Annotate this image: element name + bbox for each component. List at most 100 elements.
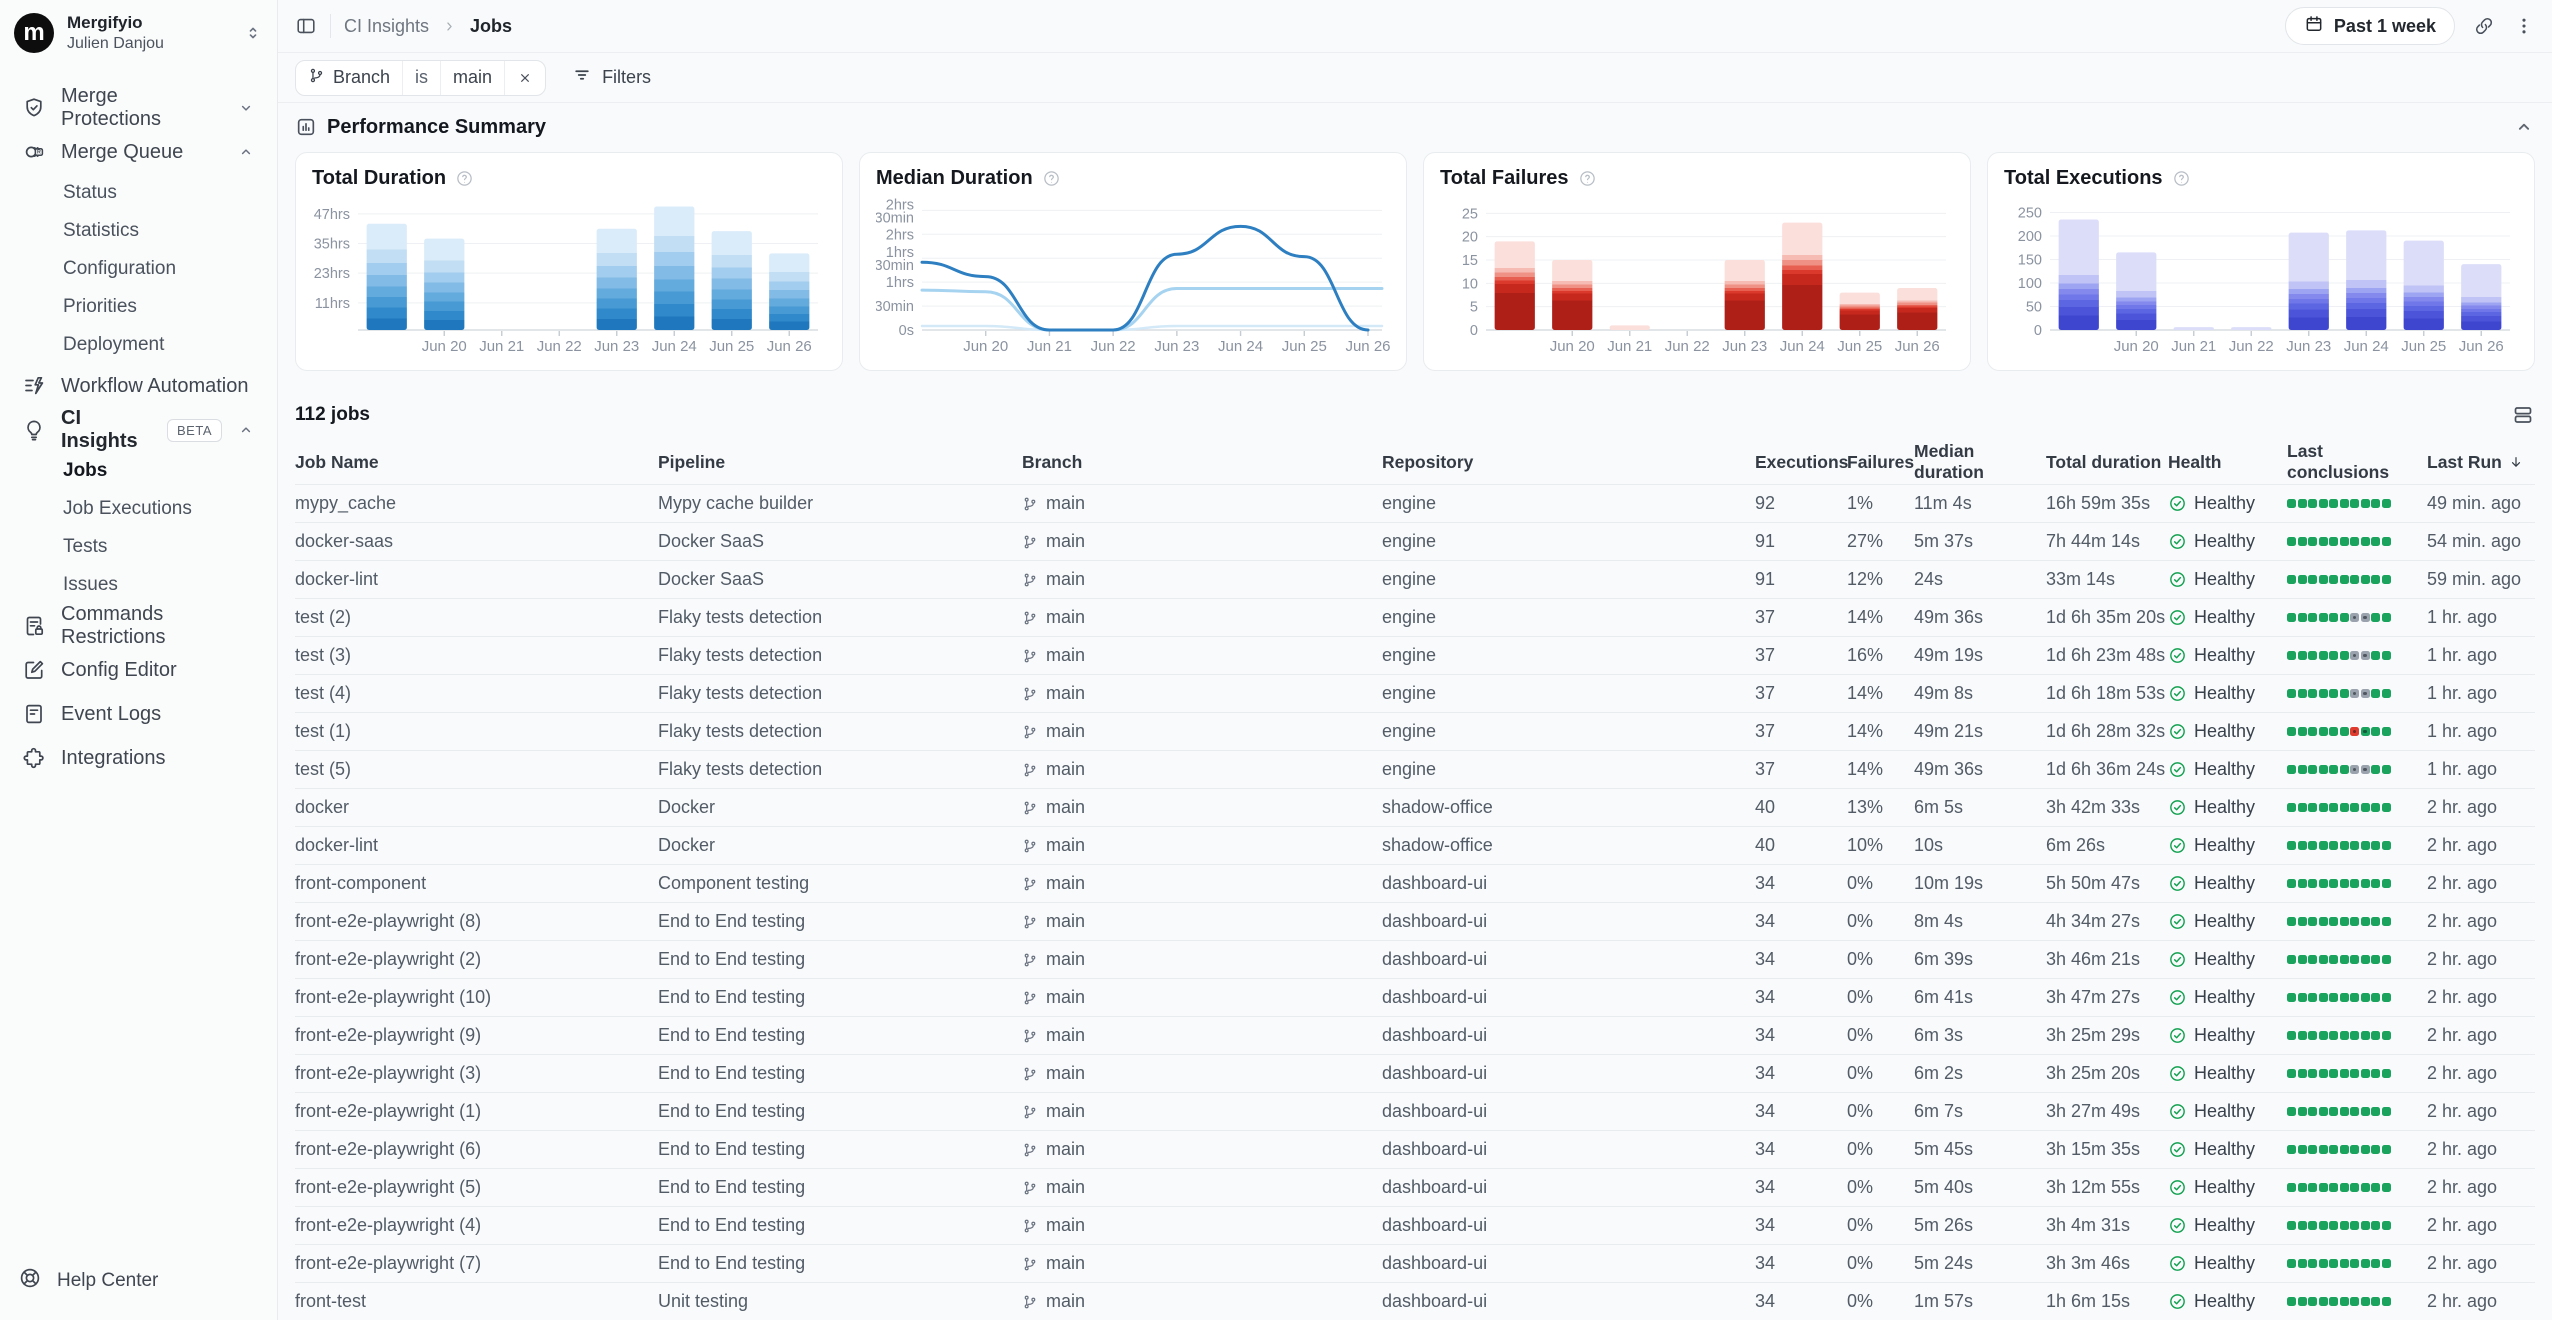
account-switcher[interactable]: m Mergifyio Julien Danjou [0, 0, 277, 66]
table-row[interactable]: front-e2e-playwright (8) End to End testi… [295, 902, 2535, 940]
svg-text:100: 100 [2018, 276, 2042, 292]
sidebar-item-config-editor[interactable]: Config Editor [12, 648, 265, 692]
cell-executions: 40 [1755, 797, 1776, 817]
conclusion-success-square [2297, 1221, 2307, 1230]
table-row[interactable]: front-e2e-playwright (2) End to End testi… [295, 940, 2535, 978]
table-row[interactable]: front-e2e-playwright (6) End to End testi… [295, 1130, 2535, 1168]
breadcrumb-ci-insights[interactable]: CI Insights [344, 15, 430, 36]
table-row[interactable]: front-e2e-playwright (4) End to End testi… [295, 1206, 2535, 1244]
view-toggle-button[interactable] [2511, 403, 2535, 427]
table-row[interactable]: front-e2e-playwright (1) End to End testi… [295, 1092, 2535, 1130]
column-header-label: Last conclusions [2287, 441, 2390, 483]
table-row[interactable]: docker Docker main shadow-office 40 13% 6m 5s 3… [295, 788, 2535, 826]
sidebar-item-commands-restrictions[interactable]: Commands Restrictions [12, 603, 265, 648]
sidebar-item-workflow-automation[interactable]: Workflow Automation [12, 364, 265, 408]
table-row[interactable]: test (3) Flaky tests detection main engine 3… [295, 636, 2535, 674]
table-row[interactable]: test (2) Flaky tests detection main engine 3… [295, 598, 2535, 636]
sidebar-subitem-job-executions[interactable]: Job Executions [63, 498, 192, 519]
column-header-median-duration[interactable]: Median duration [1914, 441, 2046, 483]
cell-repository: engine [1382, 607, 1437, 627]
branch-label: main [1046, 835, 1086, 855]
kebab-icon [2522, 18, 2526, 34]
table-row[interactable]: test (4) Flaky tests detection main engine 3… [295, 674, 2535, 712]
summary-collapse-button[interactable] [2513, 116, 2535, 138]
column-header-last-conclusions[interactable]: Last conclusions [2287, 441, 2427, 483]
cell-repository: dashboard-ui [1382, 911, 1488, 931]
sidebar-item-event-logs[interactable]: Event Logs [12, 692, 265, 736]
conclusion-success-square [2381, 537, 2391, 546]
table-row[interactable]: front-e2e-playwright (10) End to End test… [295, 978, 2535, 1016]
sidebar-subitem-configuration[interactable]: Configuration [63, 258, 177, 279]
health-label: Healthy [2194, 911, 2256, 931]
sidebar-subitem-statistics[interactable]: Statistics [63, 220, 140, 241]
cell-last-conclusions [2287, 803, 2427, 812]
sidebar-subitem-deployment[interactable]: Deployment [63, 334, 165, 355]
column-header-branch[interactable]: Branch [1022, 452, 1382, 473]
sidebar-subitem-priorities[interactable]: Priorities [63, 296, 137, 317]
cell-health: Healthy [2168, 493, 2287, 514]
sidebar-subitem-jobs[interactable]: Jobs [63, 460, 108, 481]
table-row[interactable]: front-e2e-playwright (7) End to End testi… [295, 1244, 2535, 1282]
table-row[interactable]: front-e2e-playwright (3) End to End testi… [295, 1054, 2535, 1092]
period-selector-button[interactable]: Past 1 week [2284, 7, 2455, 45]
table-row[interactable]: front-e2e-playwright (9) End to End testi… [295, 1016, 2535, 1054]
column-header-failures[interactable]: Failures [1847, 452, 1914, 473]
cell-job-name: test (3) [295, 645, 352, 665]
help-icon[interactable] [455, 169, 474, 188]
table-row[interactable]: docker-saas Docker SaaS main engine 91 27% 5m … [295, 522, 2535, 560]
column-header-label: Median duration [1914, 441, 1984, 483]
svg-text:Jun 26: Jun 26 [2459, 338, 2504, 355]
column-header-health[interactable]: Health [2168, 452, 2287, 473]
table-row[interactable]: front-test Unit testing main dashboard-ui 34… [295, 1282, 2535, 1320]
table-row[interactable]: front-component Component testing main dash… [295, 864, 2535, 902]
conclusion-success-square [2350, 803, 2359, 812]
column-header-total-duration[interactable]: Total duration [2046, 452, 2168, 473]
svg-text:47hrs: 47hrs [314, 207, 350, 223]
filters-button[interactable]: Filters [572, 65, 651, 90]
sidebar-item-merge-protections[interactable]: Merge Protections [12, 85, 265, 130]
help-icon[interactable] [1042, 169, 1061, 188]
table-row[interactable]: docker-lint Docker SaaS main engine 91 12% 24s… [295, 560, 2535, 598]
filter-remove-button[interactable] [505, 61, 545, 95]
help-center-link[interactable]: Help Center [0, 1246, 277, 1320]
filter-operator[interactable]: is [403, 60, 442, 95]
cell-branch: main [1022, 721, 1382, 742]
help-icon[interactable] [1578, 169, 1597, 188]
sidebar-subitem-tests[interactable]: Tests [63, 536, 108, 557]
table-row[interactable]: docker-lint Docker main shadow-office 40 10% 1… [295, 826, 2535, 864]
filter-field[interactable]: Branch [296, 60, 404, 95]
table-row[interactable]: mypy_cache Mypy cache builder main engine 92… [295, 484, 2535, 522]
more-menu-button[interactable] [2513, 15, 2535, 37]
svg-text:0s: 0s [899, 323, 914, 339]
filter-value[interactable]: main [441, 60, 506, 95]
workflow-automation-icon [25, 376, 44, 395]
column-header-pipeline[interactable]: Pipeline [658, 452, 1022, 473]
column-header-job-name[interactable]: Job Name [295, 452, 658, 473]
cell-pipeline: Docker SaaS [658, 531, 765, 551]
sidebar-toggle-button[interactable] [295, 15, 317, 37]
card-total-failures: Total Failures 25 20 15 10 5 0 Jun 20 Jun 21 Jun … [1423, 151, 1971, 371]
conclusion-success-square [2339, 727, 2349, 736]
account-labels: Mergifyio Julien Danjou [67, 12, 164, 53]
svg-text:20: 20 [1462, 229, 1478, 245]
table-row[interactable]: front-e2e-playwright (5) End to End testi… [295, 1168, 2535, 1206]
table-row[interactable]: test (1) Flaky tests detection main engine 3… [295, 712, 2535, 750]
cell-last-run: 2 hr. ago [2427, 835, 2498, 855]
conclusion-success-square [2318, 803, 2328, 812]
sidebar-item-ci-insights[interactable]: CI Insights BETA [12, 407, 265, 452]
sidebar-item-merge-queue[interactable]: R Merge Queue [12, 130, 265, 174]
help-icon[interactable] [2172, 169, 2191, 188]
conclusion-success-square [2318, 1221, 2328, 1230]
cell-total-duration: 3h 25m 29s [2046, 1025, 2141, 1045]
column-header-repository[interactable]: Repository [1382, 452, 1755, 473]
table-row[interactable]: test (5) Flaky tests detection main engine 3… [295, 750, 2535, 788]
sidebar-subitem-status[interactable]: Status [63, 182, 117, 203]
sidebar-item-integrations[interactable]: Integrations [12, 736, 265, 780]
conclusion-success-square [2360, 1145, 2370, 1154]
conclusion-success-square [2297, 499, 2307, 508]
share-link-button[interactable] [2473, 15, 2495, 37]
sidebar-subitem-issues[interactable]: Issues [63, 574, 118, 595]
cell-job-name: test (2) [295, 607, 352, 627]
column-header-executions[interactable]: Executions [1755, 452, 1848, 473]
column-header-last-run[interactable]: Last Run [2427, 452, 2535, 473]
